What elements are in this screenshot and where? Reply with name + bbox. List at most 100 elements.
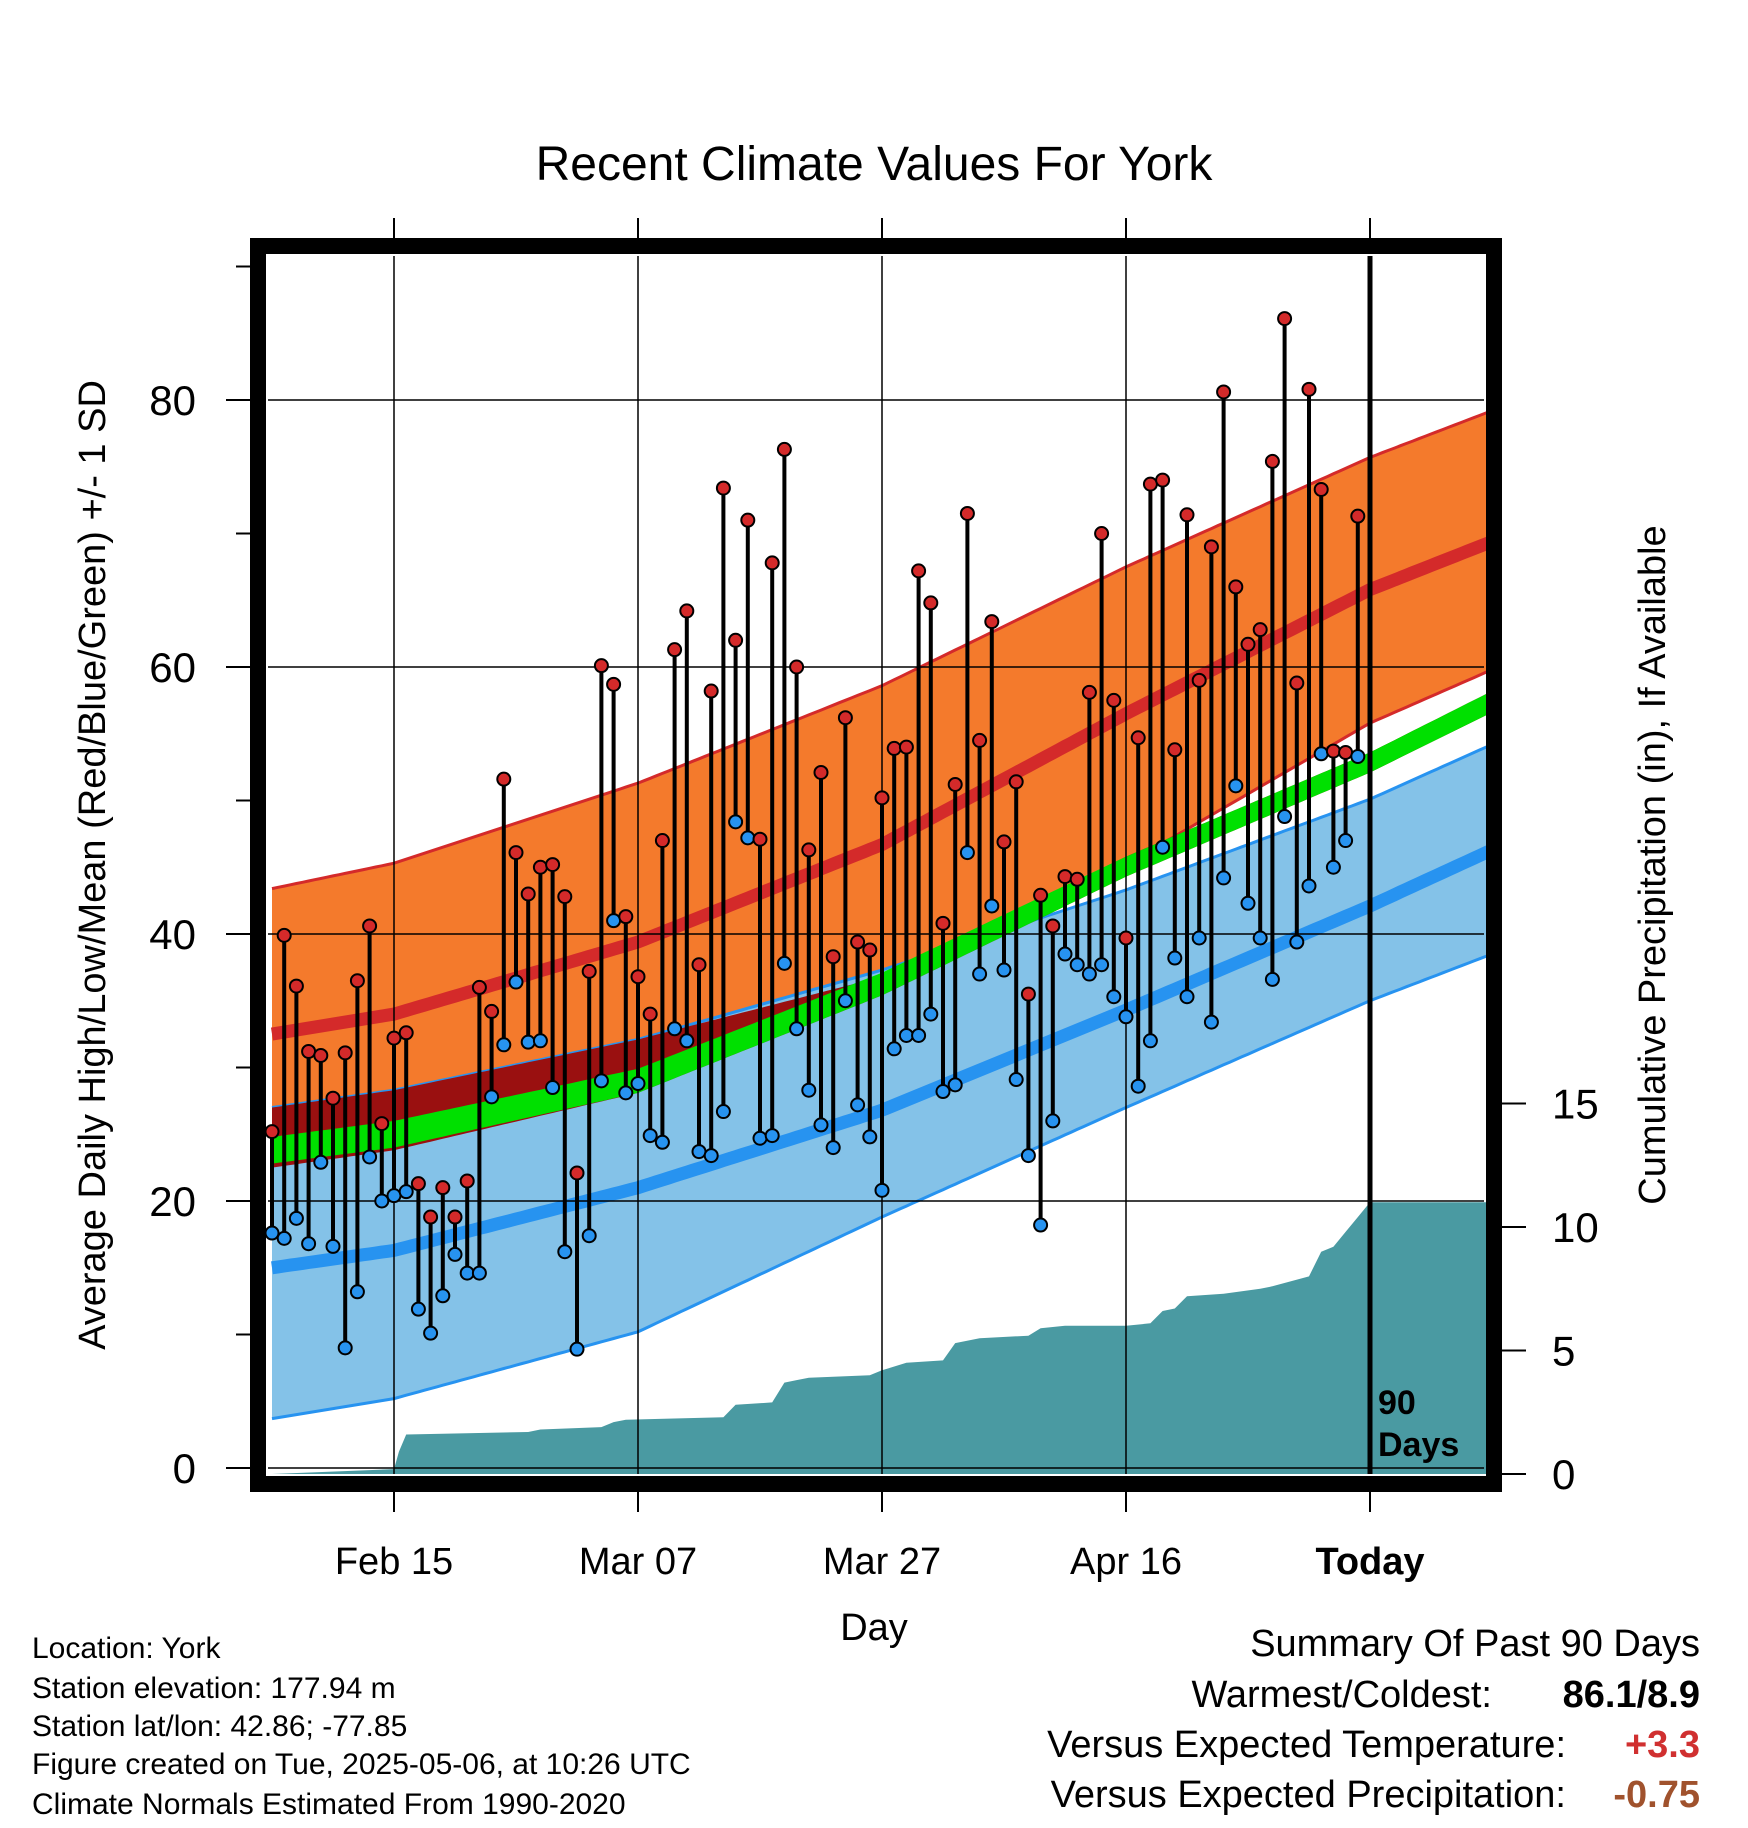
daily-high-point: [1264, 453, 1280, 469]
daily-high-point: [630, 969, 646, 985]
info-normals: Climate Normals Estimated From 1990-2020: [32, 1788, 626, 1821]
daily-low-point: [825, 1140, 841, 1156]
daily-low-point: [618, 1085, 634, 1101]
daily-high-point: [996, 834, 1012, 850]
daily-high-point: [1130, 730, 1146, 746]
daily-high-point: [972, 732, 988, 748]
daily-high-point: [1155, 472, 1171, 488]
daily-low-point: [471, 1265, 487, 1281]
daily-high-point: [776, 441, 792, 457]
daily-low-point: [862, 1129, 878, 1145]
daily-low-point: [801, 1082, 817, 1098]
daily-low-point: [1301, 878, 1317, 894]
daily-high-point: [667, 642, 683, 658]
daily-low-point: [374, 1193, 390, 1209]
precip-area: [272, 1202, 1492, 1474]
info-elevation: Station elevation: 177.94 m: [32, 1672, 396, 1705]
daily-low-point: [313, 1154, 329, 1170]
daily-high-point: [1216, 384, 1232, 400]
daily-high-point: [789, 659, 805, 675]
daily-low-point: [1313, 746, 1329, 762]
daily-low-point: [1118, 1009, 1134, 1025]
daily-high-point: [374, 1116, 390, 1132]
daily-low-point: [1228, 778, 1244, 794]
daily-low-point: [996, 962, 1012, 978]
daily-high-point: [1167, 742, 1183, 758]
daily-high-point: [532, 859, 548, 875]
daily-high-point: [1325, 743, 1341, 759]
daily-low-point: [545, 1080, 561, 1096]
daily-low-point: [301, 1236, 317, 1252]
daily-high-point: [471, 979, 487, 995]
daily-high-point: [581, 963, 597, 979]
y2-tick-label: 10: [1552, 1204, 1599, 1251]
daily-high-point: [728, 632, 744, 648]
temperature-versus-value: +3.3: [1624, 1724, 1700, 1766]
daily-low-point: [423, 1325, 439, 1341]
daily-high-point: [1277, 311, 1293, 327]
daily-low-point: [654, 1134, 670, 1150]
daily-high-point: [288, 978, 304, 994]
daily-high-point: [642, 1006, 658, 1022]
daily-high-point: [1179, 507, 1195, 523]
daily-low-point: [898, 1027, 914, 1043]
daily-low-point: [959, 845, 975, 861]
y2-tick-label: 5: [1552, 1328, 1575, 1375]
daily-high-point: [1350, 508, 1366, 524]
daily-low-point: [484, 1089, 500, 1105]
daily-high-point: [618, 909, 634, 925]
daily-high-point: [862, 942, 878, 958]
daily-low-point: [886, 1041, 902, 1057]
daily-high-point: [1228, 579, 1244, 595]
daily-high-point: [410, 1176, 426, 1192]
daily-high-point: [1240, 636, 1256, 652]
daily-low-point: [606, 913, 622, 929]
daily-low-point: [679, 1033, 695, 1049]
daily-low-point: [728, 814, 744, 830]
daily-high-point: [484, 1003, 500, 1019]
daily-high-point: [1313, 481, 1329, 497]
daily-high-point: [1191, 672, 1207, 688]
daily-low-point: [1045, 1113, 1061, 1129]
daily-high-point: [984, 614, 1000, 630]
x-tick-label: Mar 27: [823, 1541, 941, 1583]
daily-high-point: [1081, 684, 1097, 700]
daily-high-point: [740, 512, 756, 528]
daily-high-point: [606, 676, 622, 692]
daily-high-point: [813, 764, 829, 780]
daily-high-point: [496, 771, 512, 787]
daily-high-point: [447, 1209, 463, 1225]
daily-high-point: [1142, 476, 1158, 492]
daily-high-point: [545, 857, 561, 873]
daily-low-point: [1191, 930, 1207, 946]
daily-high-point: [276, 927, 292, 943]
daily-low-point: [386, 1188, 402, 1204]
daily-low-point: [459, 1265, 475, 1281]
daily-low-point: [337, 1340, 353, 1356]
daily-low-point: [1130, 1078, 1146, 1094]
daily-low-point: [667, 1021, 683, 1037]
warmest-coldest-label: Warmest/Coldest:: [1191, 1674, 1492, 1716]
precipitation-versus-label: Versus Expected Precipitation:: [1050, 1774, 1566, 1816]
daily-high-point: [703, 683, 719, 699]
daily-low-point: [447, 1246, 463, 1262]
daily-low-point: [1094, 957, 1110, 973]
daily-high-point: [569, 1165, 585, 1181]
daily-high-point: [752, 831, 768, 847]
daily-low-point: [581, 1228, 597, 1244]
daily-high-point: [1338, 744, 1354, 760]
daily-low-point: [593, 1073, 609, 1089]
y-tick-label: 0: [173, 1445, 196, 1492]
daily-low-point: [740, 830, 756, 846]
daily-high-point: [1301, 381, 1317, 397]
x-axis-label: Day: [840, 1607, 908, 1649]
daily-low-point: [691, 1144, 707, 1160]
daily-low-point: [1057, 946, 1073, 962]
daily-low-point: [1264, 971, 1280, 987]
daily-high-point: [898, 739, 914, 755]
daily-high-point: [337, 1045, 353, 1061]
info-latlon: Station lat/lon: 42.86; -77.85: [32, 1710, 408, 1743]
daily-low-point: [1289, 934, 1305, 950]
daily-low-point: [1203, 1014, 1219, 1030]
daily-low-point: [1033, 1217, 1049, 1233]
